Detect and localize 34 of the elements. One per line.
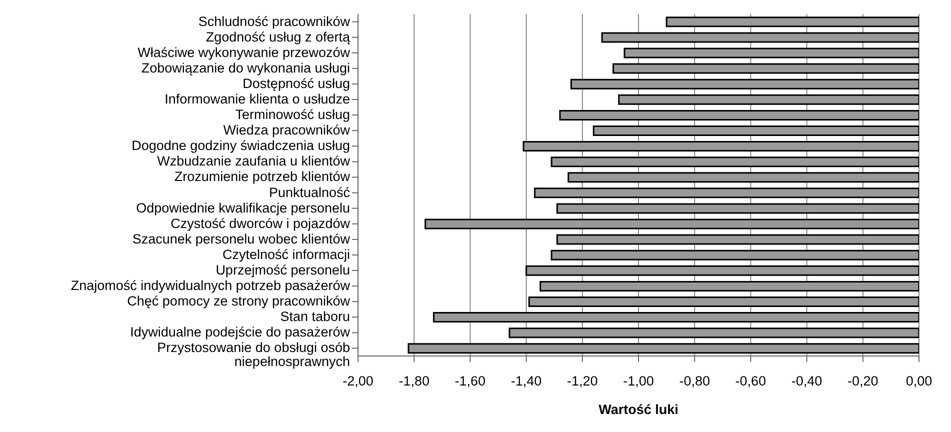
x-tick-label: -0,60 (735, 374, 766, 389)
x-tick-label: 0,00 (906, 374, 932, 389)
x-tick-label: -0,40 (791, 374, 822, 389)
x-tick-label: -1,20 (567, 374, 598, 389)
y-tick-label: Zgodność usług z ofertą (206, 29, 350, 44)
y-tick-label: Szacunek personelu wobec klientów (132, 231, 350, 246)
y-tick-label: Czytelność informacji (222, 246, 350, 262)
y-tick-label: Czystość dworców i pojazdów (170, 216, 350, 231)
y-tick-label: Uprzejmość personelu (216, 262, 350, 278)
x-tick-label: -1,80 (398, 374, 430, 389)
y-tick-label: Idywidualne podejście do pasażerów (130, 324, 350, 340)
x-tick-label: -0,80 (679, 374, 710, 389)
y-tick-label: Znajomość indywidualnych potrzeb pasażerów (70, 278, 350, 294)
x-tick-label: -2,00 (342, 374, 374, 389)
y-tick-label: Przystosowanie do obsługi osób niepełnosprawnych (157, 340, 350, 370)
y-tick-label: Stan taboru (280, 309, 350, 324)
y-tick-label: Chęć pomocy ze strony pracowników (127, 294, 350, 309)
x-tick-label: -1,40 (510, 374, 542, 389)
y-tick-label: Odpowiednie kwalifikacje personelu (136, 200, 350, 216)
x-tick-label: -0,20 (848, 374, 878, 389)
y-tick-label: Wzbudzanie zaufania u klientów (157, 154, 350, 169)
y-tick-label: Dogodne godziny świadczenia usług (132, 138, 350, 154)
x-tick-label: -1,60 (454, 374, 486, 389)
y-tick-label: Dostępność usług (242, 76, 350, 91)
y-tick-label: Zobowiązanie do wykonania usługi (141, 60, 350, 76)
y-tick-label: Informowanie klienta o usłudze (164, 92, 350, 106)
y-tick-label: Wiedza pracowników (223, 122, 350, 138)
y-tick-label: Punktualność (268, 184, 350, 200)
x-tick-label: -1,00 (623, 374, 654, 389)
x-axis-title: Wartość luki (598, 402, 678, 417)
y-tick-label: Zrozumienie potrzeb klientów (174, 169, 350, 184)
y-tick-label: Terminowość usług (235, 107, 350, 122)
y-tick-label: Właściwe wykonywanie przewozów (138, 44, 350, 60)
y-tick-label: Schludność pracowników (198, 14, 350, 29)
